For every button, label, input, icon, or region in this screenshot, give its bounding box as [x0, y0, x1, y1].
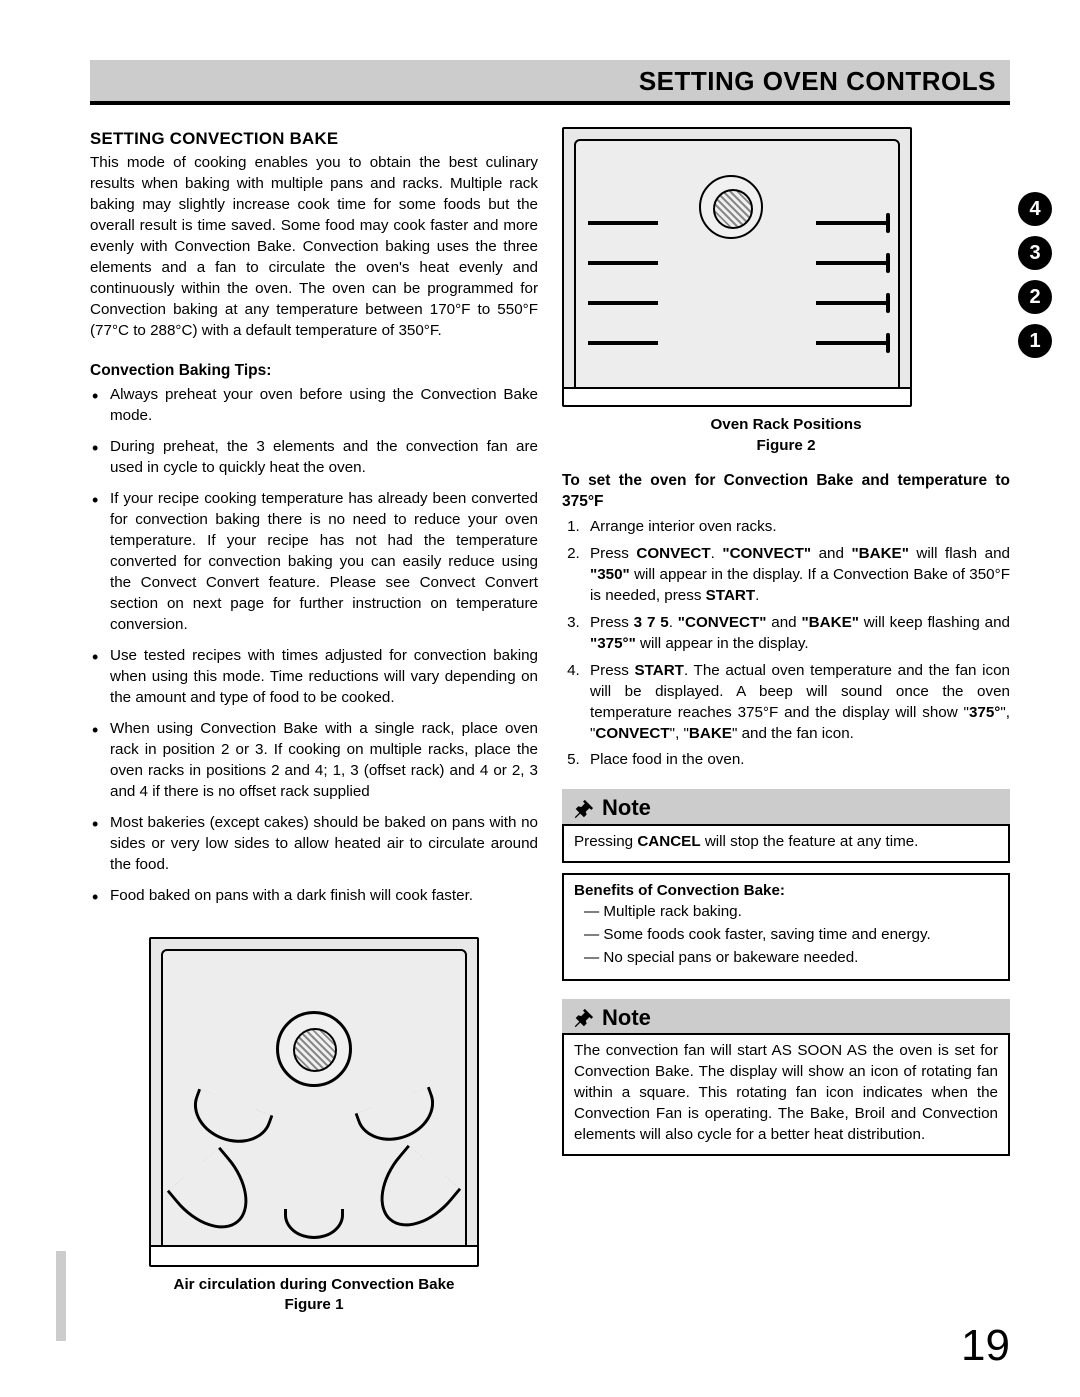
- page: SETTING OVEN CONTROLS Setting Convection…: [0, 0, 1080, 1356]
- figure-2-caption: Oven Rack Positions Figure 2: [562, 415, 1010, 456]
- note-header: Note: [562, 999, 1010, 1035]
- figure-2-holder: 4 3 2 1: [562, 127, 1010, 407]
- two-column-layout: Setting Convection Bake This mode of coo…: [90, 127, 1010, 1316]
- airflow-arrow-icon: [355, 1086, 444, 1151]
- list-item: — Multiple rack baking.: [584, 902, 998, 923]
- right-column: 4 3 2 1 Oven Rack Positions Figure 2 To …: [562, 127, 1010, 1316]
- note-header: Note: [562, 789, 1010, 825]
- airflow-arrow-icon: [363, 1144, 462, 1243]
- callout-1: 1: [1018, 324, 1052, 358]
- page-number: 19: [961, 1321, 1010, 1371]
- figure-2: [562, 127, 912, 407]
- list-item: Most bakeries (except cakes) should be b…: [110, 813, 538, 876]
- list-item: Place food in the oven.: [584, 750, 1010, 771]
- fan-icon: [276, 1011, 352, 1087]
- benefits-box: Benefits of Convection Bake: — Multiple …: [562, 873, 1010, 981]
- callout-2: 2: [1018, 280, 1052, 314]
- list-item: Press CONVECT. "CONVECT" and "BAKE" will…: [584, 544, 1010, 607]
- list-item: — Some foods cook faster, saving time an…: [584, 925, 998, 946]
- procedure-heading: To set the oven for Convection Bake and …: [562, 470, 1010, 513]
- fan-icon: [699, 175, 763, 239]
- note-2-box: The convection fan will start AS SOON AS…: [562, 1033, 1010, 1156]
- benefits-list: — Multiple rack baking. — Some foods coo…: [574, 902, 998, 969]
- pushpin-icon: [572, 798, 594, 820]
- binding-stub: [56, 1251, 66, 1341]
- airflow-arrow-icon: [185, 1088, 274, 1153]
- benefits-heading: Benefits of Convection Bake:: [574, 881, 998, 902]
- list-item: Press START. The actual oven temperature…: [584, 661, 1010, 745]
- list-item: If your recipe cooking temperature has a…: [110, 489, 538, 636]
- pushpin-icon: [572, 1007, 594, 1029]
- tips-heading: Convection Baking Tips:: [90, 360, 538, 381]
- procedure-steps: Arrange interior oven racks. Press CONVE…: [562, 517, 1010, 772]
- page-title-bar: SETTING OVEN CONTROLS: [90, 60, 1010, 105]
- rack-position-callouts: 4 3 2 1: [1018, 192, 1052, 358]
- list-item: Press 3 7 5. "CONVECT" and "BAKE" will k…: [584, 613, 1010, 655]
- list-item: — No special pans or bakeware needed.: [584, 948, 998, 969]
- intro-paragraph: This mode of cooking enables you to obta…: [90, 153, 538, 342]
- airflow-arrow-icon: [167, 1146, 266, 1245]
- oven-cavity-illustration: [161, 949, 467, 1255]
- list-item: When using Convection Bake with a single…: [110, 719, 538, 803]
- section-heading: Setting Convection Bake: [90, 127, 538, 150]
- callout-4: 4: [1018, 192, 1052, 226]
- oven-cavity-illustration: [574, 139, 900, 395]
- list-item: Use tested recipes with times adjusted f…: [110, 646, 538, 709]
- note-label: Note: [602, 793, 651, 823]
- page-title: SETTING OVEN CONTROLS: [639, 66, 996, 96]
- figure-1-caption: Air circulation during Convection Bake F…: [90, 1275, 538, 1316]
- note-label: Note: [602, 1003, 651, 1033]
- tips-list: Always preheat your oven before using th…: [90, 385, 538, 906]
- list-item: During preheat, the 3 elements and the c…: [110, 437, 538, 479]
- airflow-arrow-icon: [284, 1209, 344, 1239]
- figure-1: [149, 937, 479, 1267]
- left-column: Setting Convection Bake This mode of coo…: [90, 127, 538, 1316]
- list-item: Always preheat your oven before using th…: [110, 385, 538, 427]
- list-item: Arrange interior oven racks.: [584, 517, 1010, 538]
- note-1-box: Pressing CANCEL will stop the feature at…: [562, 824, 1010, 863]
- list-item: Food baked on pans with a dark finish wi…: [110, 886, 538, 907]
- callout-3: 3: [1018, 236, 1052, 270]
